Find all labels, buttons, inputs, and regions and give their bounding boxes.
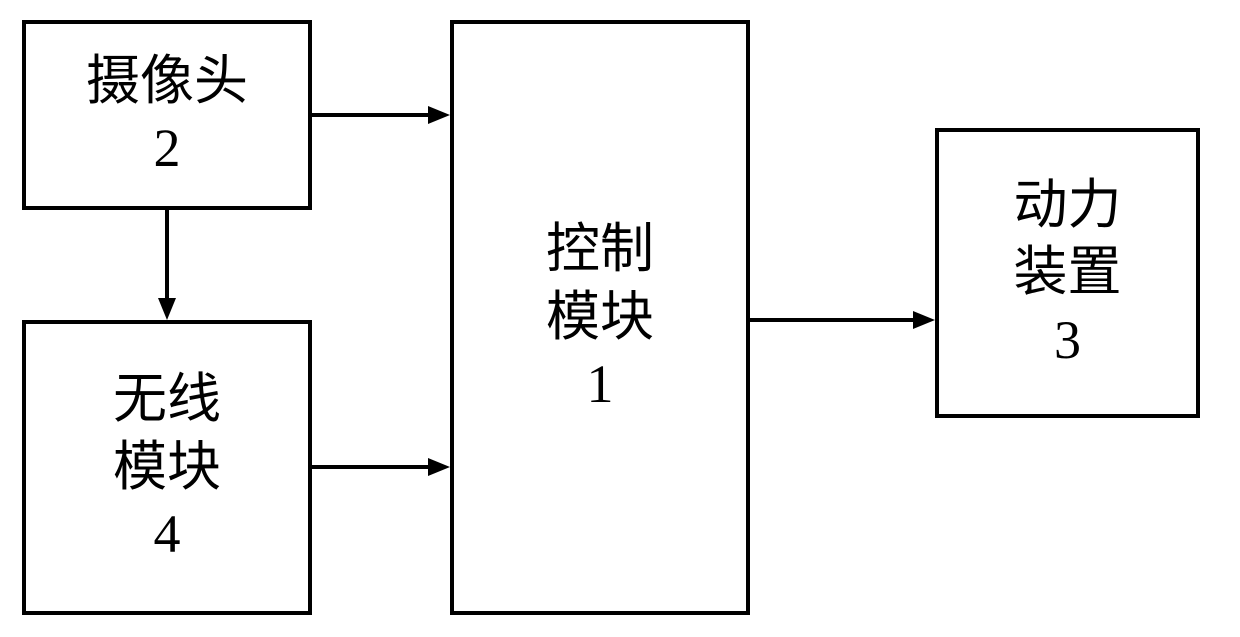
node-power-line3: 3 (1054, 307, 1081, 375)
node-power-line2: 装置 (1014, 239, 1122, 307)
arrowhead-control-to-power (913, 311, 935, 329)
node-camera: 摄像头2 (22, 20, 312, 210)
node-camera-line1: 摄像头 (86, 48, 248, 116)
node-wireless-line2: 模块 (113, 434, 221, 502)
node-wireless: 无线模块4 (22, 320, 312, 615)
node-camera-line2: 2 (154, 115, 181, 183)
node-power: 动力装置3 (935, 128, 1200, 418)
node-wireless-line1: 无线 (113, 366, 221, 434)
node-control-line2: 模块 (546, 284, 654, 352)
arrowhead-camera-to-wireless (158, 298, 176, 320)
node-wireless-line3: 4 (154, 501, 181, 569)
node-control-line1: 控制 (546, 216, 654, 284)
node-power-line1: 动力 (1014, 172, 1122, 240)
node-control-line3: 1 (587, 351, 614, 419)
diagram-canvas: 摄像头2无线模块4控制模块1动力装置3 (0, 0, 1240, 637)
arrowhead-wireless-to-control (428, 458, 450, 476)
arrowhead-camera-to-control (428, 106, 450, 124)
node-control: 控制模块1 (450, 20, 750, 615)
